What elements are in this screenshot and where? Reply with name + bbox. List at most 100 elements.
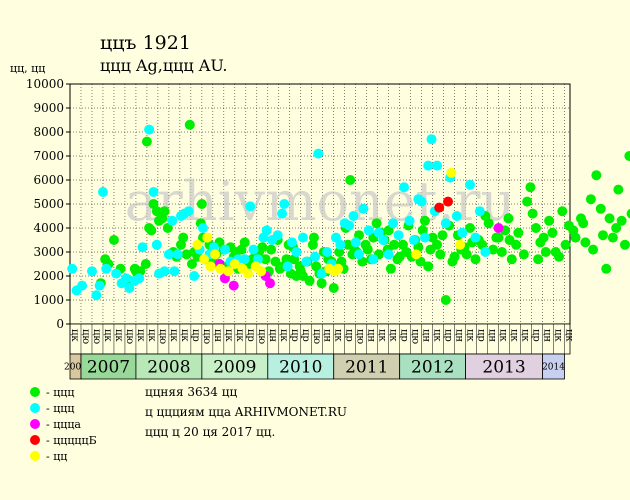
x-sublabel: цю xyxy=(124,329,135,344)
data-point-series-1 xyxy=(544,215,555,226)
data-point-series-1 xyxy=(449,251,460,262)
data-point-series-1 xyxy=(595,203,606,214)
data-point-series-2 xyxy=(358,203,369,214)
data-point-series-2 xyxy=(94,280,105,291)
chart-subtitle: ццц Ag,ццц AU. xyxy=(100,56,228,75)
x-sublabel: цр xyxy=(443,329,454,342)
data-point-series-1 xyxy=(266,244,277,255)
data-point-series-1 xyxy=(343,239,354,250)
data-point-series-1 xyxy=(371,218,382,229)
data-point-series-1 xyxy=(506,254,517,265)
data-point-series-2 xyxy=(239,254,250,265)
data-point-series-2 xyxy=(310,251,321,262)
data-point-series-1 xyxy=(175,239,186,250)
x-sublabel: цк xyxy=(113,329,124,342)
data-point-series-3 xyxy=(228,280,239,291)
data-point-series-5 xyxy=(446,167,457,178)
legend-label-4: - цццццБ xyxy=(46,434,97,447)
x-sublabel: цк xyxy=(102,329,113,342)
data-point-series-1 xyxy=(415,256,426,267)
data-point-series-2 xyxy=(134,273,145,284)
x-sublabel: цю xyxy=(256,329,267,344)
data-point-series-2 xyxy=(388,218,399,229)
data-point-series-2 xyxy=(373,227,384,238)
data-point-series-1 xyxy=(568,225,579,236)
data-point-series-2 xyxy=(432,160,443,171)
x-sublabel: цк xyxy=(553,329,564,342)
year-label: 2009 xyxy=(213,358,256,378)
data-point-series-1 xyxy=(591,170,602,181)
data-point-series-1 xyxy=(140,259,151,269)
data-point-series-1 xyxy=(423,261,434,272)
x-sublabel: цн xyxy=(487,329,498,342)
y-tick-label: 0 xyxy=(56,317,64,331)
x-sublabel: цк xyxy=(432,329,443,342)
x-sublabel: цн xyxy=(454,329,465,342)
data-point-series-2 xyxy=(261,225,272,236)
y-axis-unit: цц, цц xyxy=(10,62,46,75)
data-point-series-1 xyxy=(425,244,436,255)
data-source: ц ццциям цца ARHIVMONET.RU xyxy=(145,405,347,419)
data-point-series-1 xyxy=(522,196,533,207)
year-band xyxy=(201,353,269,380)
x-sublabel: цр xyxy=(344,329,355,342)
year-label: 2011 xyxy=(345,358,388,378)
data-point-series-2 xyxy=(67,263,78,274)
data-point-series-5 xyxy=(333,263,344,274)
x-sublabel: цю xyxy=(157,329,168,344)
data-point-series-2 xyxy=(316,268,327,279)
data-point-series-1 xyxy=(440,295,451,305)
data-point-series-2 xyxy=(423,160,434,171)
x-sublabel: цк xyxy=(223,329,234,342)
data-point-series-5 xyxy=(210,249,221,260)
x-sublabel: цк xyxy=(520,329,531,342)
year-label: 2014 xyxy=(542,363,565,373)
data-point-series-1 xyxy=(601,263,612,274)
year-band xyxy=(333,353,401,380)
data-point-series-2 xyxy=(97,187,108,197)
legend-item-4: - цццццБ xyxy=(30,434,97,447)
y-tick-label: 3000 xyxy=(33,245,64,259)
data-point-series-1 xyxy=(383,225,394,236)
y-tick-label: 7000 xyxy=(33,149,64,163)
data-point-series-2 xyxy=(451,211,462,221)
year-label: 2010 xyxy=(279,358,322,378)
data-point-series-2 xyxy=(297,232,308,243)
x-sublabel: цр xyxy=(300,329,311,342)
data-point-series-2 xyxy=(348,211,359,221)
data-point-series-1 xyxy=(154,215,165,226)
data-point-series-1 xyxy=(362,244,373,255)
data-point-series-1 xyxy=(496,247,507,257)
x-sublabel: цю xyxy=(311,329,322,344)
legend-item-5: - цц xyxy=(30,450,67,463)
data-point-series-1 xyxy=(144,223,155,233)
data-point-series-2 xyxy=(350,237,361,248)
data-point-series-2 xyxy=(124,283,135,293)
data-point-series-2 xyxy=(172,249,183,260)
legend-swatch-5 xyxy=(30,451,40,461)
data-date: ццц ц 20 ця 2017 цц. xyxy=(145,425,276,439)
x-sublabel: цр xyxy=(399,329,410,342)
data-point-series-2 xyxy=(416,196,427,207)
data-point-series-1 xyxy=(611,223,622,233)
data-point-series-1 xyxy=(540,247,551,257)
x-sublabel: цю xyxy=(91,329,102,344)
data-point-series-1 xyxy=(619,239,630,250)
chart-title: ццъ 1921 xyxy=(100,32,191,54)
x-sublabel: цю xyxy=(80,329,91,344)
data-point-series-5 xyxy=(202,232,213,243)
data-point-series-2 xyxy=(335,239,346,250)
legend-label-3: - цццa xyxy=(46,418,81,431)
x-sublabel: цк xyxy=(377,329,388,342)
data-point-series-1 xyxy=(308,232,319,243)
data-point-series-5 xyxy=(256,266,267,277)
x-sublabel: цр xyxy=(476,329,487,342)
data-point-series-2 xyxy=(440,218,451,229)
data-point-series-2 xyxy=(393,230,404,241)
data-point-series-1 xyxy=(394,251,405,262)
data-point-series-2 xyxy=(313,148,324,159)
data-point-series-5 xyxy=(411,249,422,260)
data-point-series-2 xyxy=(77,280,88,291)
data-point-series-2 xyxy=(279,199,290,209)
x-sublabel: цк xyxy=(146,329,157,342)
